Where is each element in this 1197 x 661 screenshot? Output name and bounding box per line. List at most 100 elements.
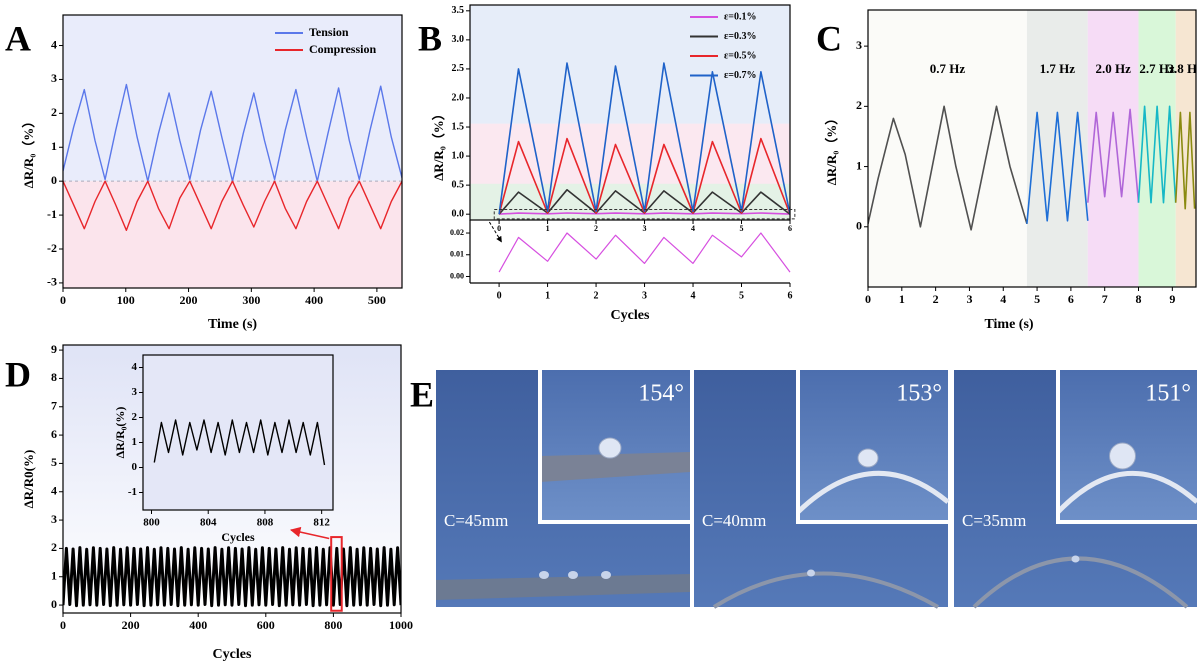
inset-substrate bbox=[1056, 470, 1197, 514]
y-axis-label: ΔR/R0(%) bbox=[21, 450, 36, 509]
plot-frame bbox=[867, 9, 1197, 288]
annotation: 1.7 Hz bbox=[1040, 61, 1076, 76]
substrate bbox=[712, 571, 939, 609]
plot-area bbox=[498, 62, 790, 215]
plot-area bbox=[63, 83, 402, 231]
inset-border bbox=[538, 370, 690, 524]
x-axis-label: Cycles bbox=[213, 647, 252, 661]
y-tick-label: 1.0 bbox=[452, 150, 465, 161]
background-lower bbox=[63, 181, 402, 288]
x-tick-label: 6 bbox=[788, 290, 793, 301]
background-band bbox=[1087, 10, 1139, 287]
inset-droplet bbox=[598, 437, 622, 459]
x-tick-label: 0 bbox=[60, 293, 66, 307]
inset-border bbox=[1056, 370, 1197, 524]
y-tick-label: 0.0 bbox=[452, 208, 465, 219]
data-line bbox=[1087, 108, 1140, 203]
y-axis-label: ΔR/R₀(%) bbox=[113, 407, 127, 459]
highlight-box bbox=[330, 536, 343, 612]
highlight-arrow bbox=[289, 526, 330, 540]
photo: 151° C=35mm bbox=[954, 370, 1197, 609]
y-tick-label: 3.0 bbox=[452, 34, 465, 45]
data-line bbox=[1137, 105, 1177, 204]
panel-letter: D bbox=[5, 354, 31, 394]
annotation: 0.7 Hz bbox=[930, 61, 966, 76]
y-tick-label: -3 bbox=[47, 275, 57, 289]
x-tick-label: 6 bbox=[1068, 292, 1074, 306]
data-line bbox=[868, 105, 1028, 231]
x-tick-label: 2 bbox=[933, 292, 939, 306]
x-tick-label: 100 bbox=[117, 293, 135, 307]
x-tick-label: 2 bbox=[594, 224, 598, 233]
inset-substrate bbox=[796, 470, 950, 514]
y-tick-label: 2.5 bbox=[452, 63, 465, 74]
legend-label: ε=0.1% bbox=[724, 11, 756, 22]
inset-border bbox=[796, 370, 948, 524]
x-tick-label: 1 bbox=[899, 292, 905, 306]
x-tick-label: 812 bbox=[313, 517, 330, 529]
substrate bbox=[436, 574, 690, 600]
x-tick-label: 3 bbox=[966, 292, 972, 306]
y-tick-label: 3 bbox=[51, 512, 57, 526]
chart-panel: -3 -2 -1 0 1 2 3 4 0 100 200 300 400 500 Tension Compre… bbox=[5, 14, 403, 332]
y-tick-label: 4 bbox=[51, 483, 57, 497]
contact-angle: 154° bbox=[638, 381, 684, 407]
y-tick-label: 0.00 bbox=[450, 271, 464, 280]
data-line bbox=[498, 232, 791, 273]
droplet bbox=[568, 571, 578, 579]
curvature-label: C=40mm bbox=[702, 511, 766, 530]
x-tick-label: 9 bbox=[1169, 292, 1175, 306]
background-band bbox=[868, 10, 1027, 287]
y-tick-label: 0 bbox=[856, 219, 862, 233]
photo: 153° C=40mm bbox=[694, 370, 950, 609]
y-tick-label: 2 bbox=[856, 98, 862, 112]
background-band bbox=[1175, 10, 1196, 287]
plot-background bbox=[63, 15, 402, 288]
plot-frame bbox=[469, 4, 791, 221]
y-tick-label: 3 bbox=[51, 71, 57, 85]
y-tick-label: 2 bbox=[51, 540, 57, 554]
x-tick-label: 4 bbox=[691, 224, 695, 233]
y-tick-label: 1.5 bbox=[452, 121, 465, 132]
annotation: 2.0 Hz bbox=[1095, 61, 1131, 76]
y-tick-label: 0.01 bbox=[450, 250, 464, 259]
x-axis-label: Time (s) bbox=[984, 317, 1033, 332]
y-tick-label: -1 bbox=[47, 207, 57, 221]
x-tick-label: 5 bbox=[739, 290, 744, 301]
legend-label: ε=0.7% bbox=[724, 70, 756, 81]
panel-letter: E bbox=[410, 374, 434, 414]
y-tick-label: -2 bbox=[47, 241, 57, 255]
droplet bbox=[807, 569, 815, 577]
legend-label: ε=0.5% bbox=[724, 50, 756, 61]
x-axis-label: Time (s) bbox=[208, 317, 257, 332]
panel-letter: C bbox=[816, 18, 842, 58]
y-tick-label: 1 bbox=[51, 568, 57, 582]
photo: 154° C=45mm bbox=[436, 370, 690, 607]
data-line bbox=[153, 419, 326, 466]
plot-background bbox=[868, 10, 1196, 287]
x-tick-label: 7 bbox=[1102, 292, 1108, 306]
y-tick-label: 2 bbox=[51, 105, 57, 119]
legend-label: ε=0.3% bbox=[724, 31, 756, 42]
y-tick-label: 0.5 bbox=[452, 179, 465, 190]
x-tick-label: 0 bbox=[497, 290, 502, 301]
y-tick-label: 5 bbox=[51, 455, 57, 469]
data-line bbox=[498, 137, 790, 215]
x-tick-label: 5 bbox=[740, 224, 744, 233]
background-upper bbox=[63, 15, 402, 182]
y-tick-label: 2 bbox=[132, 411, 138, 423]
x-tick-label: 500 bbox=[368, 293, 386, 307]
legend-label: Tension bbox=[309, 25, 349, 39]
x-tick-label: 8 bbox=[1136, 292, 1142, 306]
contact-angle: 153° bbox=[896, 381, 942, 407]
y-tick-label: 0 bbox=[51, 173, 57, 187]
plot-area bbox=[153, 419, 326, 466]
data-line bbox=[498, 62, 790, 215]
x-tick-label: 200 bbox=[122, 618, 140, 632]
plot-background bbox=[143, 355, 333, 510]
x-tick-label: 804 bbox=[200, 517, 217, 529]
panel-letter: B bbox=[418, 18, 442, 58]
y-tick-label: 0 bbox=[51, 597, 57, 611]
x-tick-label: 4 bbox=[691, 290, 696, 301]
